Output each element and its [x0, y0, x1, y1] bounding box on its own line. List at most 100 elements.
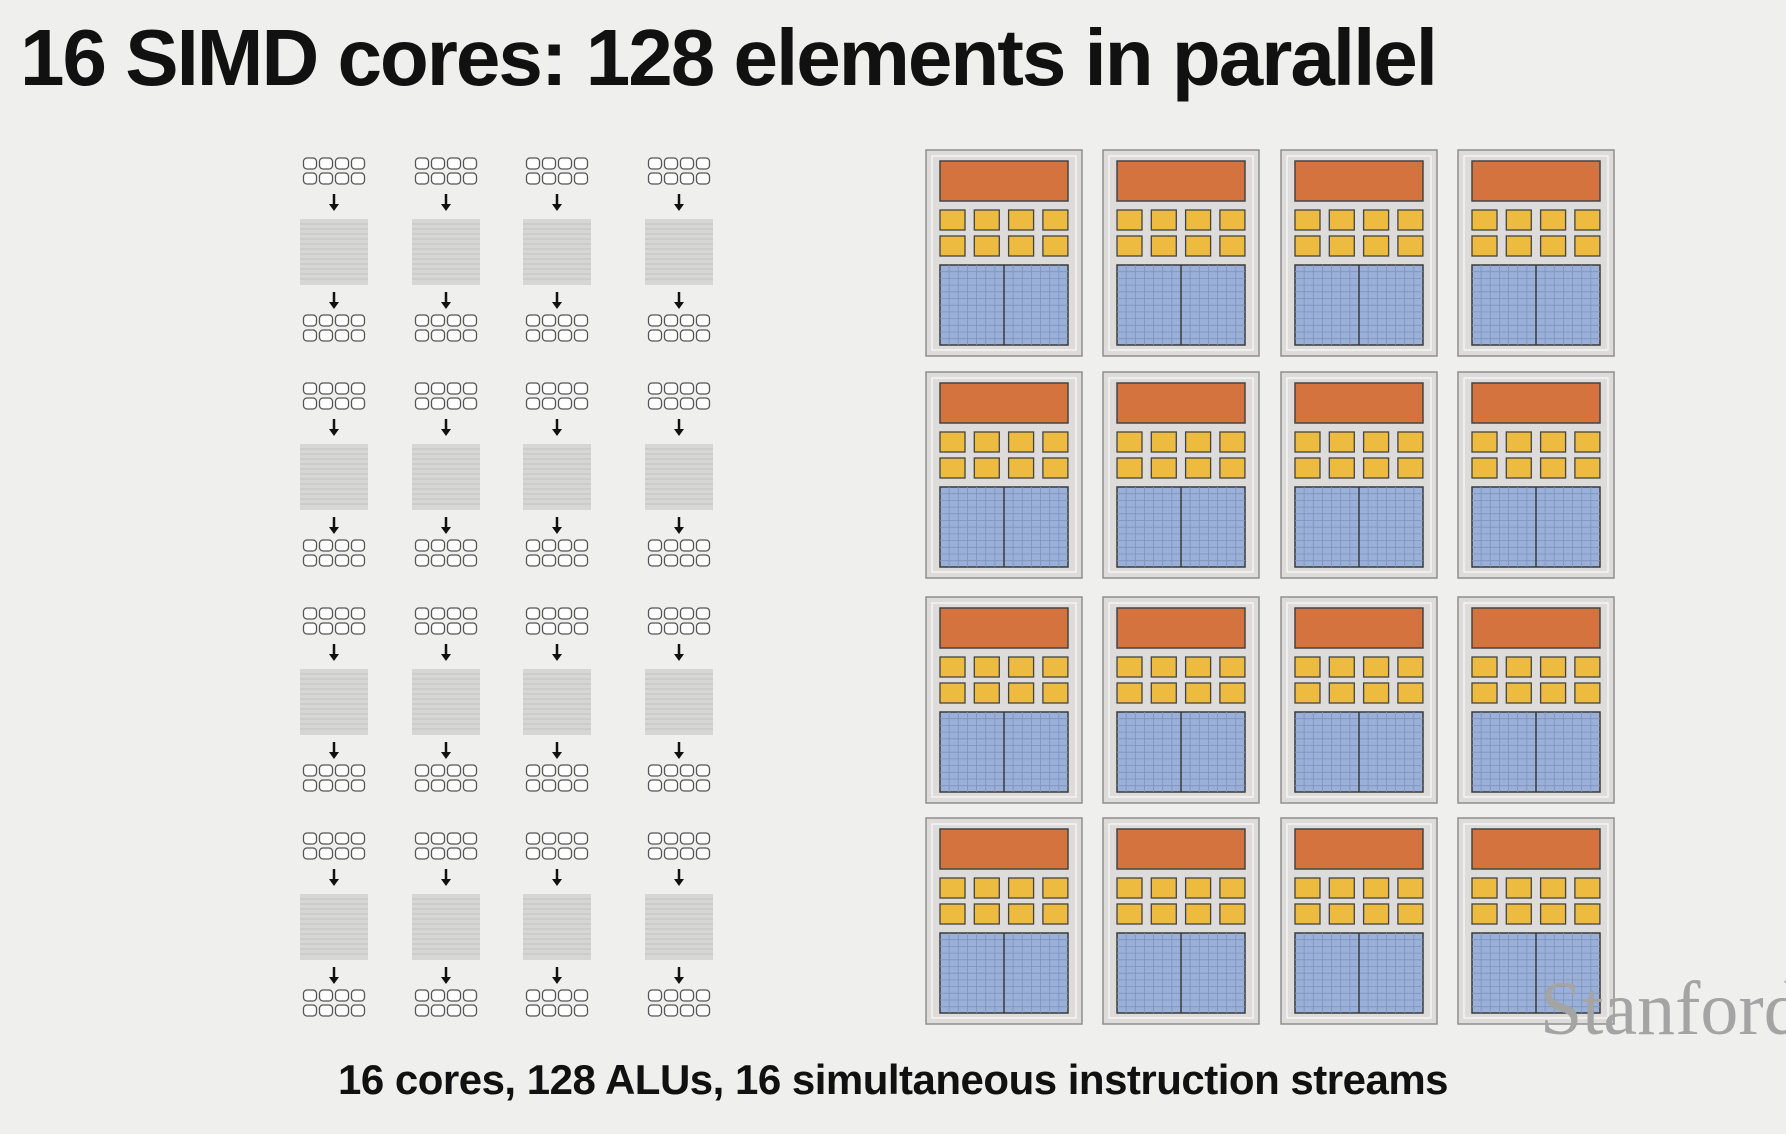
- data-element: [302, 847, 318, 860]
- data-elements-group: [302, 764, 366, 792]
- data-element: [446, 157, 462, 170]
- data-element: [302, 539, 318, 552]
- execution-context: [1294, 264, 1424, 346]
- data-element: [302, 779, 318, 792]
- data-element: [557, 157, 573, 170]
- simd-core: [1280, 371, 1438, 579]
- data-elements-group: [525, 832, 589, 860]
- alu: [1007, 431, 1035, 453]
- data-element: [695, 314, 711, 327]
- alu: [1116, 235, 1143, 257]
- alu: [1042, 656, 1069, 678]
- instruction-block: [523, 894, 591, 960]
- data-element: [446, 847, 462, 860]
- data-element: [334, 779, 350, 792]
- simd-core: [1102, 371, 1260, 579]
- alu: [1150, 877, 1177, 899]
- down-arrow-icon: [552, 967, 562, 984]
- data-elements-group: [647, 607, 711, 635]
- data-element: [557, 764, 573, 777]
- data-element: [541, 157, 557, 170]
- instruction-stream: [300, 607, 368, 792]
- data-element: [350, 397, 366, 410]
- data-element: [557, 397, 573, 410]
- data-element: [334, 157, 350, 170]
- alu: [1505, 235, 1532, 257]
- data-element: [350, 1004, 366, 1017]
- data-element: [302, 329, 318, 342]
- simd-core: [1457, 371, 1615, 579]
- down-arrow-icon: [552, 419, 562, 436]
- data-element: [334, 989, 350, 1002]
- data-element: [302, 314, 318, 327]
- simd-cores-diagram: [925, 149, 1615, 1025]
- simd-core: [925, 371, 1083, 579]
- alu: [1505, 682, 1532, 704]
- data-element: [302, 832, 318, 845]
- alu: [1397, 682, 1424, 704]
- simd-core: [1457, 596, 1615, 804]
- down-arrow-icon: [674, 967, 684, 984]
- data-element: [318, 832, 334, 845]
- data-elements-group: [302, 607, 366, 635]
- data-element: [414, 382, 430, 395]
- alu: [1574, 656, 1601, 678]
- alu: [939, 682, 966, 704]
- down-arrow-icon: [552, 517, 562, 534]
- data-elements-group: [525, 382, 589, 410]
- alu: [1471, 903, 1498, 925]
- data-element: [414, 989, 430, 1002]
- data-element: [350, 989, 366, 1002]
- data-element: [446, 622, 462, 635]
- data-elements-group: [525, 989, 589, 1017]
- data-element: [647, 172, 663, 185]
- data-element: [302, 382, 318, 395]
- alu: [1042, 235, 1069, 257]
- data-element: [462, 382, 478, 395]
- data-element: [414, 314, 430, 327]
- alu: [1007, 457, 1035, 479]
- down-arrow-icon: [441, 419, 451, 436]
- instruction-stream: [523, 382, 591, 567]
- execution-context: [1471, 264, 1601, 346]
- data-elements-group: [647, 539, 711, 567]
- instruction-stream: [300, 382, 368, 567]
- data-element: [663, 329, 679, 342]
- alu: [1505, 431, 1532, 453]
- fetch-decode-unit: [1294, 160, 1424, 202]
- instruction-stream: [523, 832, 591, 1017]
- data-element: [525, 172, 541, 185]
- data-element: [679, 314, 695, 327]
- data-element: [414, 622, 430, 635]
- data-element: [414, 832, 430, 845]
- data-element: [525, 554, 541, 567]
- alu: [1397, 903, 1424, 925]
- data-element: [557, 1004, 573, 1017]
- page-title: 16 SIMD cores: 128 elements in parallel: [20, 13, 1438, 102]
- down-arrow-icon: [441, 194, 451, 211]
- fetch-decode-unit: [1471, 607, 1601, 649]
- alu: [1328, 877, 1355, 899]
- alu: [1219, 235, 1246, 257]
- data-element: [350, 847, 366, 860]
- alu: [1539, 457, 1567, 479]
- data-element: [679, 832, 695, 845]
- fetch-decode-unit: [939, 607, 1069, 649]
- alu: [1539, 235, 1567, 257]
- data-element: [663, 382, 679, 395]
- down-arrow-icon: [674, 419, 684, 436]
- data-element: [334, 314, 350, 327]
- data-element: [573, 314, 589, 327]
- data-element: [695, 847, 711, 860]
- alu: [1150, 457, 1177, 479]
- data-element: [541, 847, 557, 860]
- data-element: [663, 622, 679, 635]
- alu: [1471, 877, 1498, 899]
- instruction-block: [412, 669, 480, 735]
- data-element: [414, 1004, 430, 1017]
- down-arrow-icon: [674, 644, 684, 661]
- alu: [1362, 877, 1390, 899]
- down-arrow-icon: [674, 517, 684, 534]
- alu: [1471, 656, 1498, 678]
- alu: [1184, 656, 1212, 678]
